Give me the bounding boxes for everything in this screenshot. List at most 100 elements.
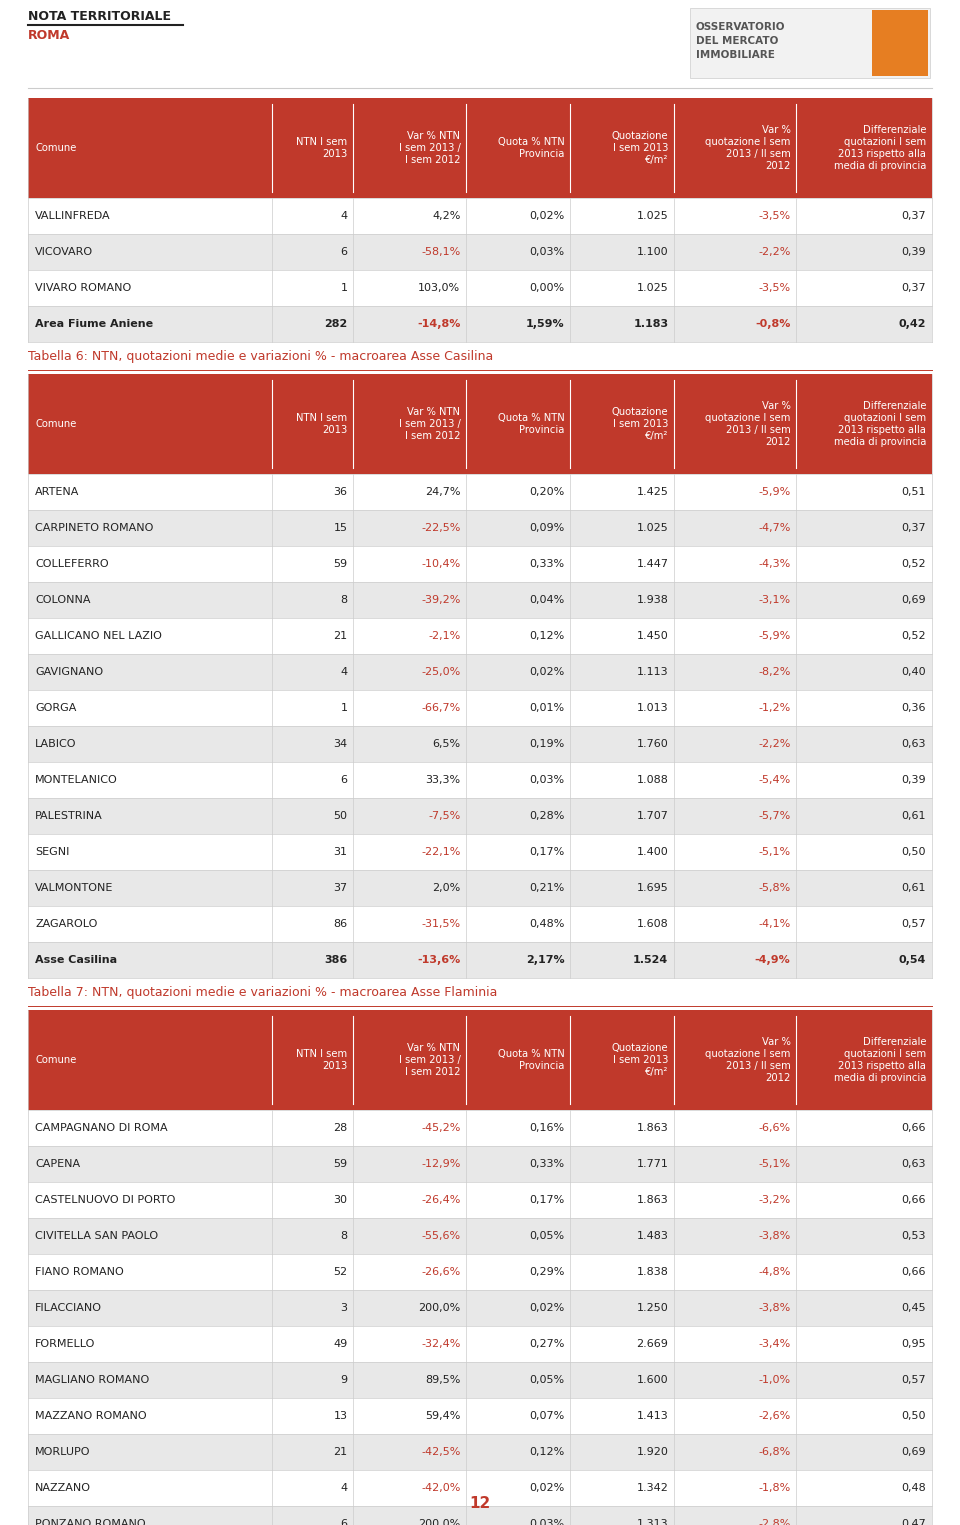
Text: 0,33%: 0,33% xyxy=(529,1159,564,1170)
Bar xyxy=(797,98,932,198)
Text: 0,50: 0,50 xyxy=(901,1411,926,1421)
Text: -3,1%: -3,1% xyxy=(758,595,790,605)
Text: 103,0%: 103,0% xyxy=(419,284,461,293)
Text: -66,7%: -66,7% xyxy=(421,703,461,714)
Text: 0,12%: 0,12% xyxy=(529,631,564,640)
Text: 1.025: 1.025 xyxy=(636,284,668,293)
Text: 0,42: 0,42 xyxy=(899,319,926,329)
Bar xyxy=(570,374,674,474)
Text: 9: 9 xyxy=(340,1376,348,1385)
Text: Tabella 7: NTN, quotazioni medie e variazioni % - macroarea Asse Flaminia: Tabella 7: NTN, quotazioni medie e varia… xyxy=(28,987,497,999)
Text: 59: 59 xyxy=(333,560,348,569)
Bar xyxy=(28,618,932,654)
Bar xyxy=(28,1182,932,1218)
Text: -5,1%: -5,1% xyxy=(758,1159,790,1170)
Bar xyxy=(570,98,674,198)
Text: LABICO: LABICO xyxy=(35,740,77,749)
Bar xyxy=(28,834,932,869)
Text: 1.313: 1.313 xyxy=(636,1519,668,1525)
Text: ROMA: ROMA xyxy=(28,29,70,43)
Text: 0,45: 0,45 xyxy=(901,1302,926,1313)
Text: -3,8%: -3,8% xyxy=(758,1302,790,1313)
Text: 1.088: 1.088 xyxy=(636,775,668,785)
Text: Quota % NTN
Provincia: Quota % NTN Provincia xyxy=(497,137,564,159)
Text: CARPINETO ROMANO: CARPINETO ROMANO xyxy=(35,523,154,534)
Text: -3,4%: -3,4% xyxy=(758,1339,790,1350)
Text: 0,37: 0,37 xyxy=(901,284,926,293)
Text: CASTELNUOVO DI PORTO: CASTELNUOVO DI PORTO xyxy=(35,1196,176,1205)
Text: 1.013: 1.013 xyxy=(636,703,668,714)
Text: -6,8%: -6,8% xyxy=(758,1447,790,1456)
Text: 1.425: 1.425 xyxy=(636,486,668,497)
Bar xyxy=(28,1470,932,1507)
Text: 0,40: 0,40 xyxy=(901,666,926,677)
Text: 0,51: 0,51 xyxy=(901,486,926,497)
Text: 0,53: 0,53 xyxy=(901,1231,926,1241)
Text: -5,8%: -5,8% xyxy=(758,883,790,894)
Text: 0,27%: 0,27% xyxy=(529,1339,564,1350)
Bar xyxy=(28,198,932,233)
Bar xyxy=(28,762,932,798)
Text: CAMPAGNANO DI ROMA: CAMPAGNANO DI ROMA xyxy=(35,1122,168,1133)
Text: OSSERVATORIO: OSSERVATORIO xyxy=(696,21,785,32)
Text: Quotazione
I sem 2013
€/m²: Quotazione I sem 2013 €/m² xyxy=(612,131,668,165)
Text: 24,7%: 24,7% xyxy=(425,486,461,497)
Text: -12,9%: -12,9% xyxy=(421,1159,461,1170)
Text: 0,57: 0,57 xyxy=(901,920,926,929)
Bar xyxy=(28,546,932,583)
Text: 15: 15 xyxy=(333,523,348,534)
Text: 0,21%: 0,21% xyxy=(529,883,564,894)
Text: 1.183: 1.183 xyxy=(634,319,668,329)
Text: -3,5%: -3,5% xyxy=(758,284,790,293)
Text: Differenziale
quotazioni I sem
2013 rispetto alla
media di provincia: Differenziale quotazioni I sem 2013 risp… xyxy=(833,401,926,447)
Text: -31,5%: -31,5% xyxy=(421,920,461,929)
Text: 6: 6 xyxy=(341,247,348,258)
Text: -4,1%: -4,1% xyxy=(758,920,790,929)
Text: -25,0%: -25,0% xyxy=(421,666,461,677)
Text: 0,95: 0,95 xyxy=(901,1339,926,1350)
Text: 0,03%: 0,03% xyxy=(529,1519,564,1525)
Text: 6: 6 xyxy=(341,775,348,785)
Text: 0,47: 0,47 xyxy=(901,1519,926,1525)
Text: 4,2%: 4,2% xyxy=(432,210,461,221)
Text: -2,2%: -2,2% xyxy=(758,740,790,749)
Text: PONZANO ROMANO: PONZANO ROMANO xyxy=(35,1519,146,1525)
Text: 0,33%: 0,33% xyxy=(529,560,564,569)
Text: -58,1%: -58,1% xyxy=(421,247,461,258)
Text: 1.413: 1.413 xyxy=(636,1411,668,1421)
Text: -3,8%: -3,8% xyxy=(758,1231,790,1241)
Text: 2,0%: 2,0% xyxy=(432,883,461,894)
Text: 4: 4 xyxy=(340,666,348,677)
Bar xyxy=(28,1218,932,1254)
Text: -4,9%: -4,9% xyxy=(755,955,790,965)
Text: 0,37: 0,37 xyxy=(901,523,926,534)
Text: COLONNA: COLONNA xyxy=(35,595,90,605)
Bar xyxy=(28,798,932,834)
Text: 0,17%: 0,17% xyxy=(529,1196,564,1205)
Bar xyxy=(28,374,272,474)
Text: 1.707: 1.707 xyxy=(636,811,668,820)
Text: 6,5%: 6,5% xyxy=(432,740,461,749)
Text: 0,39: 0,39 xyxy=(901,247,926,258)
Text: CIVITELLA SAN PAOLO: CIVITELLA SAN PAOLO xyxy=(35,1231,158,1241)
Bar xyxy=(28,689,932,726)
Text: 0,16%: 0,16% xyxy=(529,1122,564,1133)
Text: 36: 36 xyxy=(333,486,348,497)
Text: -42,5%: -42,5% xyxy=(421,1447,461,1456)
Text: 0,19%: 0,19% xyxy=(529,740,564,749)
Text: -5,9%: -5,9% xyxy=(758,631,790,640)
Text: 0,05%: 0,05% xyxy=(529,1231,564,1241)
Text: 50: 50 xyxy=(333,811,348,820)
Text: Var % NTN
I sem 2013 /
I sem 2012: Var % NTN I sem 2013 / I sem 2012 xyxy=(398,1043,461,1077)
Text: FILACCIANO: FILACCIANO xyxy=(35,1302,102,1313)
Text: -5,4%: -5,4% xyxy=(758,775,790,785)
Text: 0,03%: 0,03% xyxy=(529,247,564,258)
Text: 200,0%: 200,0% xyxy=(419,1302,461,1313)
Text: 34: 34 xyxy=(333,740,348,749)
Text: Var % NTN
I sem 2013 /
I sem 2012: Var % NTN I sem 2013 / I sem 2012 xyxy=(398,131,461,165)
Text: -2,2%: -2,2% xyxy=(758,247,790,258)
Text: 282: 282 xyxy=(324,319,348,329)
Text: 2.669: 2.669 xyxy=(636,1339,668,1350)
Text: 0,61: 0,61 xyxy=(901,883,926,894)
Text: Quotazione
I sem 2013
€/m²: Quotazione I sem 2013 €/m² xyxy=(612,1043,668,1077)
